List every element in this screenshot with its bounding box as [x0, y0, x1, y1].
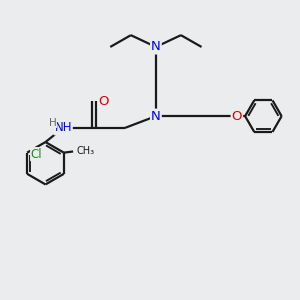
- Text: Cl: Cl: [31, 148, 42, 160]
- Text: O: O: [232, 110, 242, 123]
- Text: CH₃: CH₃: [76, 146, 94, 157]
- Text: N: N: [151, 40, 161, 53]
- Text: N: N: [151, 110, 161, 123]
- Text: NH: NH: [54, 122, 72, 134]
- Text: O: O: [98, 95, 109, 108]
- Text: H: H: [49, 118, 57, 128]
